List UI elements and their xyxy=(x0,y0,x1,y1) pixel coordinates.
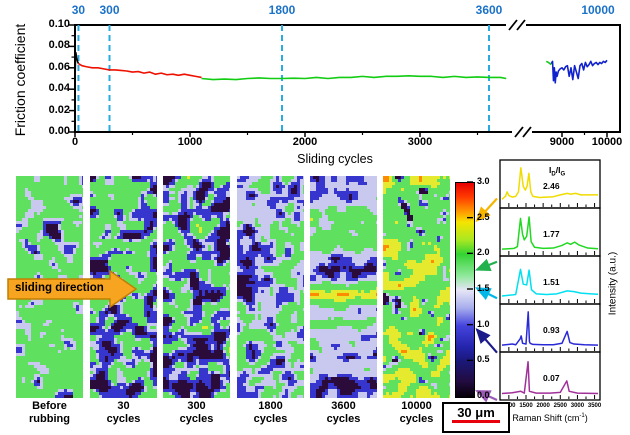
friction-y-axis-label: Friction coefficient xyxy=(12,23,28,137)
map-panel-label-line2: cycles xyxy=(106,413,141,425)
scale-bar-label: 30 μm xyxy=(457,405,495,420)
raman-x-tick-label: 3500 xyxy=(587,403,602,409)
colorbar-tick-label: 2.5 xyxy=(477,211,490,222)
raman-x-tick-label: 2500 xyxy=(553,403,567,409)
friction-y-tick-label: 0.02 xyxy=(48,103,70,116)
friction-x-tick-label: 9000 xyxy=(549,136,575,148)
raman-map-300-cycles xyxy=(163,176,230,398)
colorbar-tick-label: 2.0 xyxy=(477,247,490,258)
raman-ratio-value-label: 2.46 xyxy=(543,181,560,191)
top-axis-cycle-label: 30 xyxy=(71,3,86,17)
friction-y-tick-label: 0.08 xyxy=(48,39,70,52)
raman-map-10000-cycles xyxy=(383,176,450,398)
raman-x-axis-label-end: ) xyxy=(584,413,588,423)
friction-x-tick-label: 3000 xyxy=(407,136,433,148)
map-panel-label-line1: 10000 xyxy=(401,400,432,412)
colorbar-tick-label: 0.0 xyxy=(477,390,490,400)
map-panel-label-line2: cycles xyxy=(399,413,434,425)
top-axis-cycle-label: 1800 xyxy=(268,3,296,17)
raman-ratio-value-label: 0.93 xyxy=(543,325,560,335)
raman-map-3600-cycles xyxy=(310,176,377,398)
colorbar xyxy=(455,182,475,398)
map-panel-label-line1: 1800 xyxy=(258,400,283,412)
raman-x-axis-label-sup: -1 xyxy=(579,413,585,419)
colorbar-tick-label: 3.0 xyxy=(477,176,490,186)
map-panel-label-line1: 300 xyxy=(187,400,206,412)
map-panel-label-line2: cycles xyxy=(253,413,288,425)
raman-map-1800-cycles xyxy=(237,176,304,398)
map-panel-label-line2: cycles xyxy=(179,413,214,425)
sliding-direction-label: sliding direction xyxy=(15,282,104,294)
raman-x-axis-label: Raman Shift (cm-1) xyxy=(480,413,620,423)
raman-x-tick-label: 3000 xyxy=(570,403,585,409)
top-axis-cycle-label: 10000 xyxy=(581,3,615,17)
top-axis-cycle-label: 3600 xyxy=(475,3,503,17)
friction-y-tick-label: 0.00 xyxy=(48,125,70,137)
raman-x-axis-label-main: Raman Shift (cm xyxy=(512,413,580,423)
colorbar-tick-label: 1.0 xyxy=(477,318,490,329)
colorbar-tick-label: 0.5 xyxy=(477,354,490,365)
colorbar-tick-label: 1.5 xyxy=(477,283,490,293)
friction-y-tick-label: 0.10 xyxy=(48,18,70,30)
friction-x-tick-label: 0 xyxy=(71,136,79,148)
friction-y-tick-label: 0.06 xyxy=(48,60,70,73)
friction-y-tick-label: 0.04 xyxy=(48,82,70,95)
raman-x-tick-label: 1500 xyxy=(519,403,533,409)
raman-ratio-value-label: 1.51 xyxy=(543,277,560,287)
friction-x-axis-label: Sliding cycles xyxy=(297,152,373,166)
raman-ratio-value-label: 1.77 xyxy=(543,229,560,239)
friction-x-tick-label: 10000 xyxy=(591,136,623,148)
raman-ratio-value-label: 0.07 xyxy=(543,373,560,383)
id-ig-ratio-heading: ID/IG xyxy=(549,165,565,178)
friction-x-tick-label: 2000 xyxy=(292,136,318,148)
colorbar-pointer-arrow xyxy=(474,258,498,271)
scale-bar-red-line xyxy=(452,420,500,423)
map-panel-label-line2: rubbing xyxy=(29,413,70,425)
raman-x-tick-label: 2000 xyxy=(536,403,550,409)
map-panel-label-line1: 3600 xyxy=(331,400,356,412)
map-panel-label-line2: cycles xyxy=(326,413,361,425)
friction-x-tick-label: 1000 xyxy=(177,136,203,148)
map-panel-label-line1: Before xyxy=(32,400,67,412)
top-axis-cycle-label: 300 xyxy=(99,3,120,17)
colorbar-pointer-arrow xyxy=(475,327,498,354)
scale-bar: 30 μm xyxy=(442,402,510,433)
raman-y-axis-label: Intensity (a.u.) xyxy=(607,251,619,316)
ratio-head-g: G xyxy=(560,171,566,178)
map-panel-label-line1: 30 xyxy=(117,400,130,412)
